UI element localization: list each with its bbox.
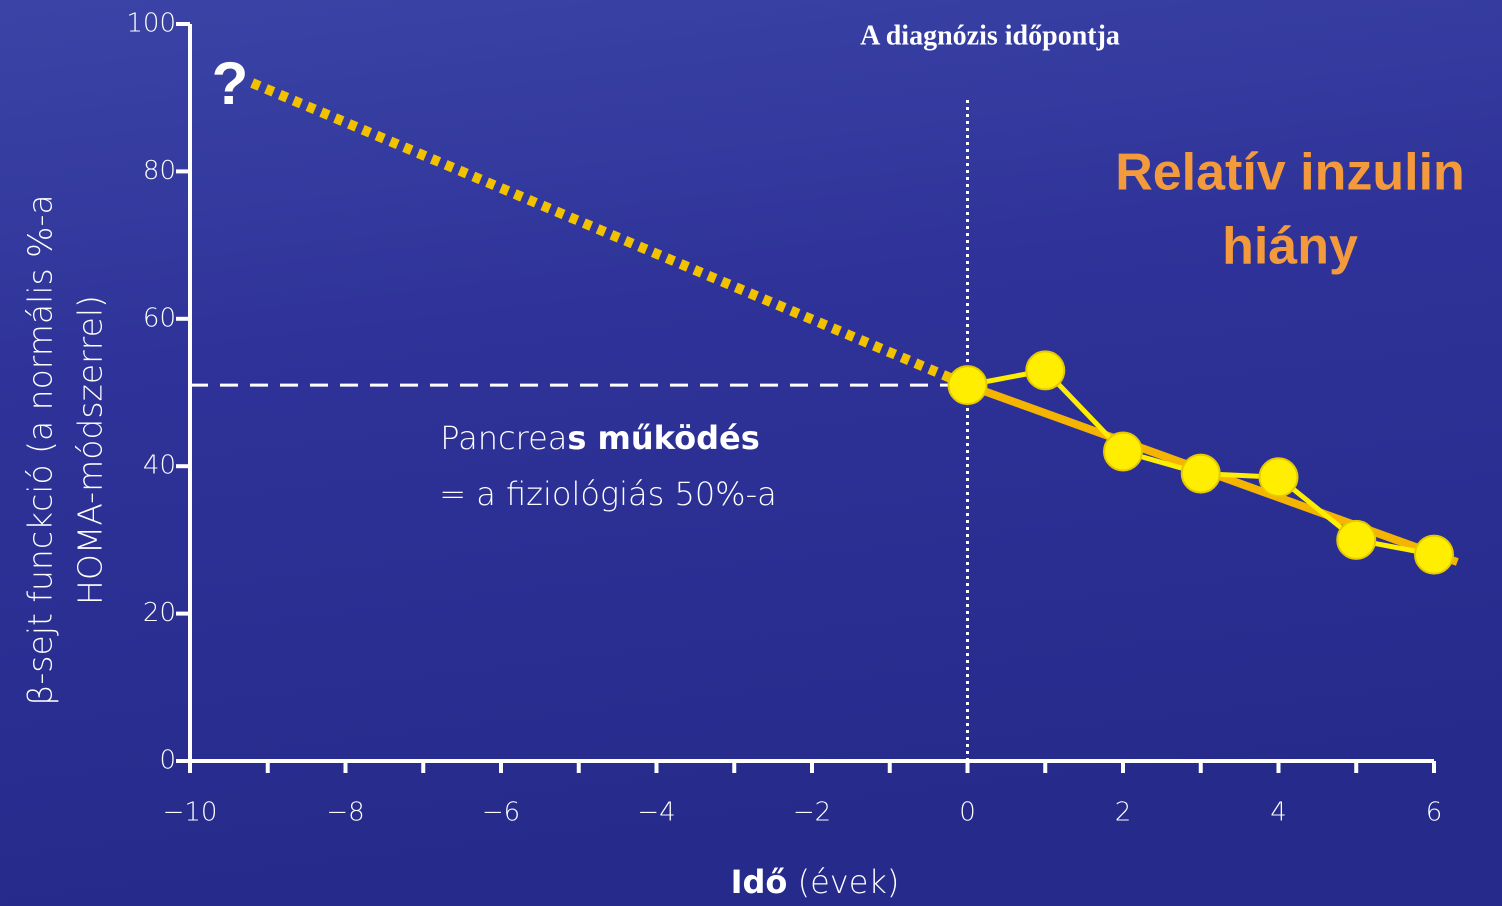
note: = a fiziológiás 50%-a (439, 475, 776, 513)
data-point (1260, 458, 1298, 496)
x-tick-label: 0 (959, 798, 976, 828)
data-point (1415, 536, 1453, 574)
x-tick-label: −2 (793, 798, 831, 828)
headline: Relatív inzulin (1115, 144, 1465, 202)
page: A diagnózis időpontja Relatív inzulin hi… (0, 0, 1502, 906)
y-tick-label: 100 (126, 9, 176, 39)
x-tick-label: 4 (1270, 798, 1287, 828)
data-point (949, 366, 987, 404)
data-point (1026, 351, 1064, 389)
x-tick-label: −8 (326, 798, 364, 828)
y-tick-label: 60 (143, 303, 176, 333)
y-tick-label: 0 (159, 746, 176, 776)
chart-title: A diagnózis időpontja (860, 20, 1120, 51)
x-label-bold: Idő (731, 863, 788, 901)
chart: A diagnózis időpontja Relatív inzulin hi… (0, 0, 1502, 906)
y-tick-label: 80 (143, 156, 176, 186)
data-point (1104, 432, 1142, 470)
x-label: Idő (évek) (731, 863, 900, 901)
x-tick-label: 6 (1426, 798, 1443, 828)
x-tick-label: −4 (637, 798, 675, 828)
data-point (1337, 521, 1375, 559)
y-label-line: β-sejt funckció (a normális %-a (21, 194, 60, 705)
x-label-rest: (évek) (787, 863, 899, 901)
x-tick-label: 2 (1115, 798, 1132, 828)
y-tick-label: 20 (143, 598, 176, 628)
note: Pancreas működés (440, 419, 759, 457)
x-tick-label: −10 (163, 798, 218, 828)
question-mark: ? (212, 50, 249, 117)
y-tick-label: 40 (143, 451, 176, 481)
data-point (1182, 455, 1220, 493)
y-label-line: HOMA-módszerrel) (71, 295, 110, 605)
note-part: s működés (567, 419, 759, 457)
headline: hiány (1222, 218, 1358, 276)
note-part: Pancrea (440, 419, 567, 457)
x-tick-label: −6 (482, 798, 520, 828)
